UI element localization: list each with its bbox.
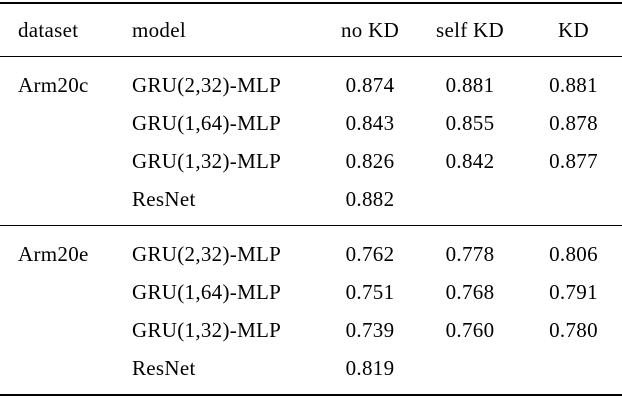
self-kd-value: 0.855: [445, 110, 495, 135]
self-kd-value: [415, 349, 525, 395]
section-arm20e: Arm20e GRU(2,32)-MLP 0.762 0.778 0.806 G…: [0, 226, 622, 396]
dataset-cell-empty: [0, 311, 132, 349]
no-kd-value: 0.874: [345, 72, 395, 97]
kd-value: [525, 180, 622, 226]
model-cell: GRU(1,32)-MLP: [132, 317, 282, 342]
kd-value: 0.877: [549, 148, 598, 173]
no-kd-value: 0.762: [345, 241, 395, 266]
no-kd-value: 0.819: [345, 355, 395, 380]
table-header: dataset model no KD self KD KD: [0, 3, 622, 57]
table-row: ResNet 0.819: [0, 349, 622, 395]
kd-results-table: dataset model no KD self KD KD Arm20c GR…: [0, 2, 622, 396]
table-row: Arm20c GRU(2,32)-MLP 0.874 0.881 0.881: [0, 57, 622, 105]
table-row: GRU(1,64)-MLP 0.843 0.855 0.878: [0, 104, 622, 142]
dataset-cell: Arm20e: [18, 241, 89, 266]
col-header-no-kd: no KD: [325, 3, 415, 57]
self-kd-value: 0.881: [445, 72, 495, 97]
kd-value: 0.878: [549, 110, 598, 135]
self-kd-value: 0.760: [445, 317, 495, 342]
dataset-cell: Arm20c: [18, 72, 89, 97]
model-cell: GRU(1,32)-MLP: [132, 148, 282, 173]
table-row: ResNet 0.882: [0, 180, 622, 226]
model-cell: GRU(1,64)-MLP: [132, 279, 282, 304]
dataset-cell-empty: [0, 180, 132, 226]
dataset-cell-empty: [0, 142, 132, 180]
kd-value: 0.881: [549, 72, 598, 97]
no-kd-value: 0.882: [345, 186, 395, 211]
col-header-model: model: [132, 3, 325, 57]
no-kd-value: 0.751: [345, 279, 395, 304]
dataset-cell-empty: [0, 273, 132, 311]
model-cell: GRU(1,64)-MLP: [132, 110, 282, 135]
section-arm20c: Arm20c GRU(2,32)-MLP 0.874 0.881 0.881 G…: [0, 57, 622, 226]
model-cell: GRU(2,32)-MLP: [132, 72, 282, 97]
self-kd-value: 0.768: [445, 279, 495, 304]
dataset-cell-empty: [0, 104, 132, 142]
model-cell: GRU(2,32)-MLP: [132, 241, 282, 266]
table-row: GRU(1,64)-MLP 0.751 0.768 0.791: [0, 273, 622, 311]
col-header-self-kd: self KD: [415, 3, 525, 57]
self-kd-value: 0.778: [445, 241, 495, 266]
table-row: Arm20e GRU(2,32)-MLP 0.762 0.778 0.806: [0, 226, 622, 274]
dataset-cell-empty: [0, 349, 132, 395]
kd-value: [525, 349, 622, 395]
header-row: dataset model no KD self KD KD: [0, 3, 622, 57]
no-kd-value: 0.826: [345, 148, 395, 173]
table-row: GRU(1,32)-MLP 0.826 0.842 0.877: [0, 142, 622, 180]
model-cell: ResNet: [132, 186, 196, 211]
kd-value: 0.780: [549, 317, 598, 342]
col-header-kd: KD: [525, 3, 622, 57]
kd-value: 0.806: [549, 241, 598, 266]
no-kd-value: 0.739: [345, 317, 395, 342]
self-kd-value: [415, 180, 525, 226]
kd-value: 0.791: [549, 279, 598, 304]
no-kd-value: 0.843: [345, 110, 395, 135]
col-header-dataset: dataset: [0, 3, 132, 57]
model-cell: ResNet: [132, 355, 196, 380]
self-kd-value: 0.842: [445, 148, 495, 173]
table-row: GRU(1,32)-MLP 0.739 0.760 0.780: [0, 311, 622, 349]
